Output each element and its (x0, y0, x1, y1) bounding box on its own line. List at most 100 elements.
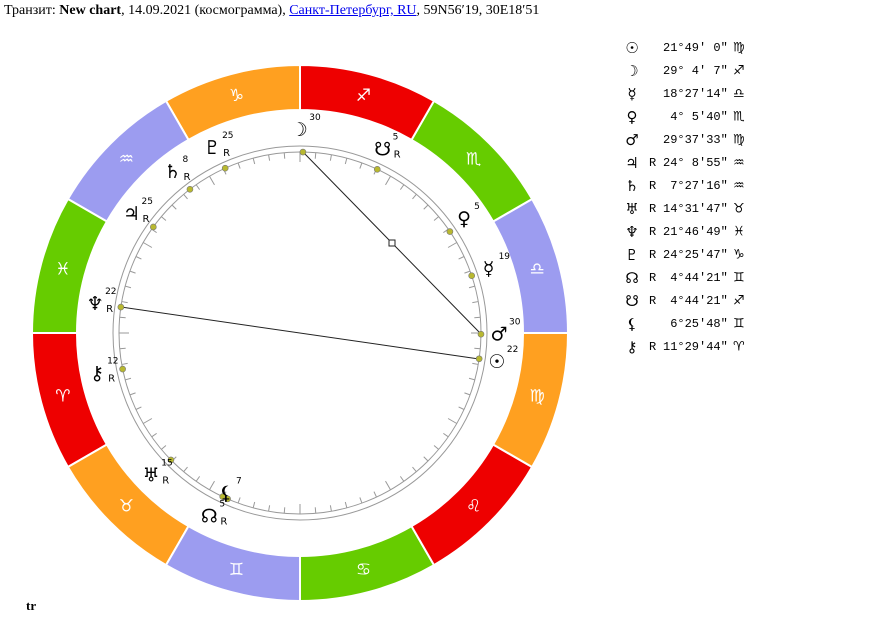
degree-tick (443, 432, 449, 438)
table-sign: ♍ (733, 133, 745, 148)
degree-tick (433, 216, 439, 221)
table-sign: ♊ (733, 271, 745, 286)
degree-tick (314, 152, 317, 159)
footer-label: tr (26, 598, 36, 613)
planet-degree: 30 (509, 317, 521, 327)
planet-glyph: ♆ (87, 293, 104, 315)
location-link[interactable]: Санкт-Петербург, RU (289, 3, 417, 18)
degree-tick (129, 270, 136, 274)
table-glyph: ⚷ (627, 338, 638, 356)
degree-tick (183, 194, 188, 200)
degree-tick (135, 406, 142, 410)
inner-circle (112, 145, 488, 521)
degree-tick (472, 301, 479, 304)
table-sign: ♒ (733, 179, 745, 194)
planet-dot (186, 186, 194, 193)
table-retro: R (649, 225, 656, 239)
planet-retro: R (142, 214, 149, 225)
planet-degree: 22 (105, 287, 116, 297)
table-sign: ♏ (733, 110, 745, 125)
planet-dot (167, 456, 175, 464)
aspect-line (120, 306, 480, 360)
planet-dot (373, 166, 381, 173)
degree-tick (283, 152, 286, 159)
table-sign: ♎ (733, 87, 745, 102)
planet-degree: 19 (499, 252, 511, 262)
planet-glyph: ⚷ (90, 362, 104, 384)
degree-tick (468, 285, 475, 289)
degree-tick (121, 301, 128, 304)
planet-glyph: ♂ (490, 323, 507, 345)
degree-tick (447, 418, 458, 424)
degree-tick (268, 505, 271, 512)
table-glyph: ♆ (625, 223, 638, 241)
degree-tick (359, 497, 363, 504)
degree-tick (468, 377, 475, 381)
degree-tick (209, 175, 215, 186)
planet-retro: R (162, 475, 169, 486)
table-retro: R (649, 340, 656, 354)
degree-tick (268, 154, 271, 161)
degree-tick (183, 466, 188, 472)
chart-name: New chart (59, 3, 122, 18)
table-glyph: ♀ (627, 108, 638, 126)
planet-degree: 30 (309, 113, 321, 123)
degree-tick (161, 445, 167, 450)
degree-tick (237, 497, 241, 504)
degree-tick (119, 347, 126, 350)
planet-degree: 22 (507, 345, 518, 355)
sign-glyph: ♈ (55, 387, 70, 407)
planet-dot (150, 223, 157, 231)
coordinates: , 59N56′19, 30E18′51 (416, 3, 540, 18)
table-retro: R (649, 294, 656, 308)
table-position: 18°27′14″ (663, 87, 728, 101)
sign-glyph: ♑ (229, 86, 244, 106)
planet-dot (117, 303, 125, 311)
prefix: Транзит: (4, 3, 56, 18)
table-glyph: ⚸ (627, 315, 638, 333)
planet-dot (221, 164, 229, 172)
planet-dot (475, 355, 483, 363)
degree-tick (458, 256, 465, 260)
planet-glyph: ☽ (291, 119, 308, 141)
table-retro: R (649, 202, 656, 216)
planet-glyph: ☿ (483, 258, 495, 280)
sign-glyph: ♊ (229, 560, 244, 580)
table-glyph: ☊ (625, 269, 638, 287)
planet-glyph: ♀ (457, 208, 471, 230)
table-retro: R (649, 271, 656, 285)
planet-glyph: ☊ (201, 506, 218, 528)
table-retro: R (649, 248, 656, 262)
planet-degree: 5 (219, 500, 225, 510)
degree-tick (385, 175, 391, 186)
table-sign: ♍ (733, 41, 745, 56)
details: , 14.09.2021 (космограмма), (121, 3, 286, 18)
table-position: 24° 8′55″ (663, 156, 728, 170)
table-position: 14°31′47″ (663, 202, 728, 216)
planet-glyph: ♇ (204, 137, 221, 159)
table-glyph: ☋ (625, 292, 638, 310)
degree-tick (121, 362, 128, 365)
table-sign: ♉ (733, 202, 745, 217)
planet-retro: R (394, 149, 401, 160)
degree-tick (344, 501, 348, 508)
table-glyph: ♃ (625, 154, 638, 172)
aspect-marker (388, 239, 396, 247)
degree-tick (209, 480, 215, 491)
planet-dot (468, 272, 475, 280)
degree-tick (399, 184, 405, 190)
degree-tick (142, 242, 153, 248)
table-position: 29° 4′ 7″ (663, 64, 728, 78)
sign-glyph: ♓ (55, 259, 70, 279)
table-position: 24°25′47″ (663, 248, 728, 262)
table-retro: R (649, 156, 656, 170)
sign-glyph: ♏ (466, 149, 481, 169)
degree-tick (373, 491, 377, 498)
degree-tick (314, 507, 317, 514)
sign-segment (30, 197, 109, 334)
degree-tick (359, 162, 363, 169)
sign-glyph: ♎ (530, 259, 545, 279)
table-position: 29°37′33″ (663, 133, 728, 147)
degree-tick (119, 316, 126, 319)
